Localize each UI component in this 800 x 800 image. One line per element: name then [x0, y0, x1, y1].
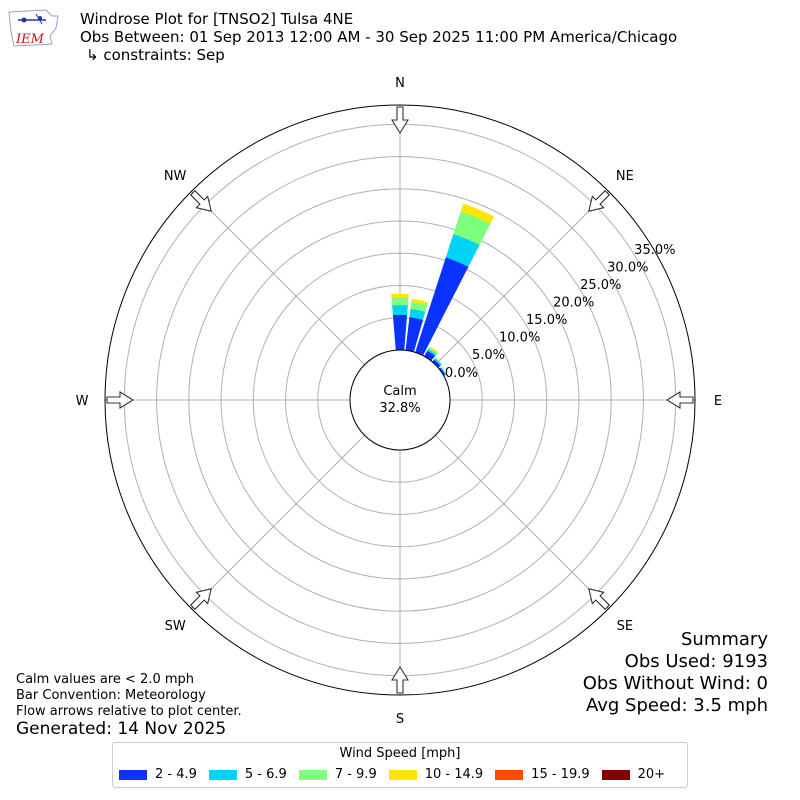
- radial-tick-label: 10.0%: [499, 331, 540, 346]
- legend-items: 2 - 4.9 5 - 6.9 7 - 9.9 10 - 14.9 15 - 19.9 2…: [119, 767, 681, 782]
- legend-swatch: [495, 769, 524, 780]
- calm-note: Calm values are < 2.0 mph: [16, 672, 195, 687]
- summary-obs-without-wind: Obs Without Wind: 0: [582, 673, 768, 694]
- summary-obs-used: Obs Used: 9193: [624, 651, 768, 672]
- direction-label: N: [395, 76, 405, 91]
- legend-title: Wind Speed [mph]: [339, 746, 461, 761]
- spoke-line: [435, 435, 609, 609]
- legend-label: 2 - 4.9: [155, 767, 197, 782]
- grid-ring: [252, 252, 548, 548]
- direction-label: W: [76, 394, 89, 409]
- wind-bar-segment: [391, 293, 409, 298]
- direction-label: SW: [165, 619, 186, 634]
- radial-tick-label: 5.0%: [472, 348, 505, 363]
- logo-text: IEM: [15, 32, 45, 47]
- legend-label: 5 - 6.9: [244, 767, 287, 782]
- wind-bar-segment: [411, 298, 429, 306]
- flow-arrow-icon: [588, 189, 611, 212]
- direction-label: E: [714, 394, 722, 409]
- grid-ring: [220, 220, 580, 580]
- direction-label: S: [396, 712, 404, 727]
- radial-tick-label: 35.0%: [634, 243, 675, 258]
- radial-tick-label: 0.0%: [445, 366, 478, 381]
- radial-tick-label: 30.0%: [607, 260, 648, 275]
- legend: Wind Speed [mph] 2 - 4.9 5 - 6.9 7 - 9.9 10…: [112, 742, 688, 788]
- legend-entry: 15 - 19.9: [495, 767, 590, 782]
- spoke-line: [191, 191, 365, 365]
- flow-arrow-icon: [391, 106, 409, 135]
- direction-label: SE: [617, 619, 633, 634]
- legend-swatch: [208, 769, 237, 780]
- flow-arrows: [106, 106, 694, 694]
- outer-ring: [104, 104, 696, 696]
- legend-label: 7 - 9.9: [334, 767, 377, 782]
- flow-arrow-icon: [189, 588, 212, 611]
- direction-label: NW: [164, 169, 187, 184]
- legend-label: 15 - 19.9: [531, 767, 590, 782]
- iem-logo: IEM: [8, 9, 59, 47]
- flow-arrows-note: Flow arrows relative to plot center.: [16, 704, 242, 719]
- spoke-line: [435, 191, 609, 365]
- wind-bar-segment: [391, 296, 409, 306]
- legend-entry: 5 - 6.9: [208, 767, 287, 782]
- flow-arrow-icon: [391, 665, 409, 694]
- summary-title: Summary: [681, 629, 768, 650]
- generated-date: Generated: 14 Nov 2025: [16, 719, 227, 739]
- axis-labels: N NE E SE S SW W NW 0.0% 5.0% 10.0% 15.0% 20.0% 25.0%…: [76, 76, 723, 727]
- radial-tick-label: 20.0%: [553, 296, 594, 311]
- calm-circle: [349, 349, 451, 451]
- radial-tick-label: 15.0%: [526, 313, 567, 328]
- calm-value: 32.8%: [379, 401, 420, 416]
- wind-bar-segment: [392, 314, 408, 351]
- plot-title: Windrose Plot for [TNSO2] Tulsa 4NE: [80, 10, 354, 28]
- grid-ring: [188, 188, 612, 612]
- grid-ring: [156, 156, 644, 644]
- legend-swatch: [601, 769, 630, 780]
- bar-convention-note: Bar Convention: Meteorology: [16, 688, 206, 703]
- wind-bar-segment: [440, 367, 447, 376]
- legend-label: 10 - 14.9: [424, 767, 484, 782]
- flow-arrow-icon: [588, 588, 611, 611]
- wind-bar-segment: [460, 203, 495, 224]
- legend-swatch: [388, 769, 417, 780]
- observation-period: Obs Between: 01 Sep 2013 12:00 AM - 30 S…: [80, 28, 678, 46]
- legend-swatch: [298, 769, 327, 780]
- legend-label: 20+: [637, 767, 666, 782]
- legend-entry: 20+: [601, 767, 666, 782]
- flow-arrow-icon: [106, 391, 135, 409]
- calm-label: Calm: [383, 384, 416, 399]
- flow-arrow-icon: [189, 189, 212, 212]
- summary-avg-speed: Avg Speed: 3.5 mph: [586, 695, 768, 716]
- legend-entry: 10 - 14.9: [388, 767, 484, 782]
- constraints-label: ↳ constraints: Sep: [86, 46, 225, 64]
- flow-arrow-icon: [665, 391, 694, 409]
- wind-bars: Calm 32.8%: [349, 203, 495, 451]
- spoke-line: [191, 435, 365, 609]
- wind-bar-segment: [434, 357, 443, 366]
- radial-tick-label: 25.0%: [580, 278, 621, 293]
- grid-ring: [285, 285, 515, 515]
- legend-entry: 2 - 4.9: [119, 767, 197, 782]
- legend-entry: 7 - 9.9: [298, 767, 377, 782]
- wind-bar-segment: [429, 346, 439, 354]
- wind-bar-segment: [392, 304, 408, 316]
- direction-label: NE: [616, 169, 634, 184]
- legend-swatch: [119, 769, 147, 780]
